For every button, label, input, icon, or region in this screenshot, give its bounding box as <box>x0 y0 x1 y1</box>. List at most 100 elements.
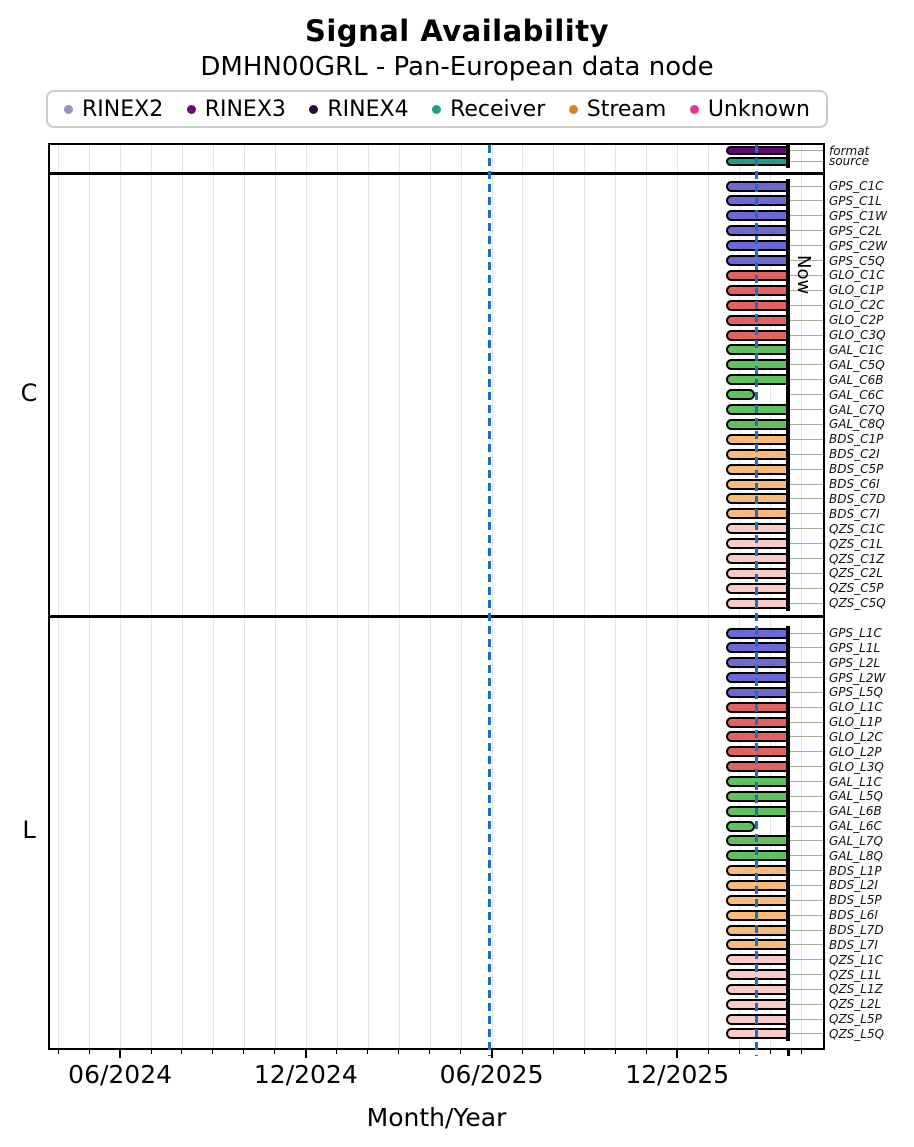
row-label-connector <box>790 289 823 291</box>
row-label-connector <box>790 825 823 827</box>
now-marker-tick <box>786 223 791 239</box>
row-label-GAL_C6B: GAL_C6B <box>829 372 884 387</box>
legend-marker-icon <box>689 104 699 114</box>
now-marker-tick <box>786 759 791 775</box>
x-axis-tick <box>769 1048 771 1054</box>
legend-label: RINEX2 <box>82 96 164 122</box>
row-label-connector <box>790 334 823 336</box>
row-label-BDS_L2I: BDS_L2I <box>829 878 878 893</box>
now-marker-tick <box>786 981 791 997</box>
row-label-connector <box>790 1018 823 1020</box>
legend-label: Stream <box>586 96 667 122</box>
row-label-connector <box>790 988 823 990</box>
now-marker-tick <box>786 342 791 358</box>
now-marker-tick <box>786 536 791 552</box>
month-gridline <box>522 145 524 1048</box>
month-gridline <box>58 145 60 1048</box>
row-label-QZS_L5P: QZS_L5P <box>829 1012 882 1027</box>
now-marker-tick <box>786 714 791 730</box>
row-label-GLO_L2P: GLO_L2P <box>829 744 882 759</box>
now-marker-tick <box>786 402 791 417</box>
row-label-format: format <box>829 143 870 158</box>
month-gridline <box>336 145 338 1048</box>
now-marker-tick <box>786 670 791 686</box>
legend-marker-icon <box>432 104 442 114</box>
row-label-connector <box>790 781 823 782</box>
row-label-GAL_L1C: GAL_L1C <box>829 774 882 789</box>
row-label-connector <box>790 230 823 232</box>
row-label-BDS_C6I: BDS_C6I <box>829 477 880 491</box>
availability-bar-GAL_C6C <box>726 389 755 401</box>
now-marker-tick <box>786 551 791 566</box>
now-marker-tick <box>786 967 791 983</box>
legend: RINEX2 RINEX3 RINEX4 Receiver Stream Unknown <box>46 90 828 128</box>
row-label-connector <box>790 260 823 261</box>
row-label-GLO_L1C: GLO_L1C <box>829 700 883 715</box>
now-marker-tick <box>786 729 791 745</box>
now-marker-tick <box>786 640 791 656</box>
row-label-GAL_C5Q: GAL_C5Q <box>829 357 885 372</box>
x-axis-tick <box>398 1048 400 1054</box>
x-tick-label: 06/2025 <box>439 1060 544 1089</box>
x-axis-tick <box>88 1048 90 1054</box>
month-gridline <box>460 145 462 1048</box>
now-marker-tick <box>786 461 791 477</box>
month-gridline <box>491 145 493 1048</box>
row-label-GAL_C7Q: GAL_C7Q <box>829 402 885 417</box>
now-marker-tick <box>786 565 791 581</box>
now-marker-tick <box>786 684 791 700</box>
row-label-GPS_C1L: GPS_C1L <box>829 193 882 208</box>
month-gridline <box>212 145 214 1048</box>
row-label-connector <box>790 423 823 425</box>
row-label-GPS_L2L: GPS_L2L <box>829 655 881 670</box>
row-label-GPS_C1W: GPS_C1W <box>829 208 888 223</box>
now-marker-tick <box>786 297 791 313</box>
row-label-connector <box>790 914 823 916</box>
row-label-BDS_C2I: BDS_C2I <box>829 447 880 462</box>
now-marker-tick <box>786 655 791 671</box>
row-label-QZS_C1C: QZS_C1C <box>829 521 885 536</box>
x-axis-tick <box>212 1048 214 1054</box>
legend-item-rinex4: RINEX4 <box>309 97 409 122</box>
row-label-connector <box>790 200 823 202</box>
row-label-QZS_L1C: QZS_L1C <box>829 952 883 967</box>
month-gridline <box>367 145 369 1048</box>
x-axis-tick <box>119 1048 122 1058</box>
row-label-GAL_L6C: GAL_L6C <box>829 819 882 834</box>
row-label-connector <box>790 929 823 931</box>
month-gridline <box>553 145 555 1048</box>
now-marker-tick <box>786 818 791 834</box>
now-marker-tick <box>786 744 791 760</box>
month-gridline <box>274 145 276 1048</box>
chart-subtitle: DMHN00GRL - Pan-European data node <box>200 52 714 82</box>
x-axis-tick <box>645 1048 647 1054</box>
availability-bar-GAL_L6C <box>726 820 755 832</box>
x-axis-tick <box>490 1048 493 1058</box>
row-label-GPS_L5Q: GPS_L5Q <box>829 685 883 700</box>
row-label-connector <box>790 453 823 455</box>
now-marker-tick <box>786 863 791 879</box>
month-gridline <box>305 145 307 1048</box>
row-label-connector <box>790 766 823 768</box>
row-label-connector <box>790 810 823 812</box>
row-label-BDS_L5P: BDS_L5P <box>829 893 882 908</box>
x-axis-tick <box>57 1048 59 1054</box>
x-axis-tick <box>583 1048 585 1054</box>
row-label-BDS_C5P: BDS_C5P <box>829 462 884 477</box>
now-marker-tick <box>786 506 791 522</box>
row-label-connector <box>790 319 823 321</box>
row-label-GAL_C8Q: GAL_C8Q <box>829 417 885 432</box>
row-label-connector <box>790 185 823 187</box>
row-label-GLO_C1P: GLO_C1P <box>829 283 884 298</box>
row-label-GLO_C1C: GLO_C1C <box>829 268 885 283</box>
x-axis-tick <box>552 1048 554 1054</box>
x-axis-tick <box>243 1048 245 1054</box>
month-gridline <box>181 145 183 1048</box>
row-label-connector <box>790 304 823 306</box>
x-axis-tick <box>429 1048 431 1054</box>
now-marker-tick <box>786 357 791 373</box>
row-label-connector <box>790 587 823 589</box>
now-marker-tick <box>786 208 791 224</box>
now-marker-tick <box>786 521 791 537</box>
now-marker-tick <box>786 699 791 715</box>
